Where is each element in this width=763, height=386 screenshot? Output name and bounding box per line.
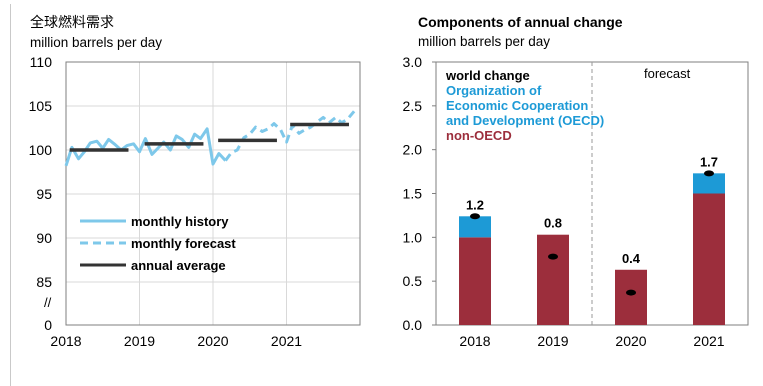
- monthly-history-line: [64, 127, 227, 167]
- left-y-tick-label: 95: [36, 186, 52, 202]
- left-chart-subtitle: million barrels per day: [30, 35, 162, 50]
- chart-frame: [10, 4, 759, 386]
- left-y-tick-label: 100: [29, 142, 53, 158]
- left-y-tick-label: 105: [29, 98, 53, 114]
- left-chart-title: 全球燃料需求: [30, 14, 114, 30]
- left-x-axis: 2018 2019 2020 2021: [50, 333, 302, 349]
- monthly-forecast-line: [224, 110, 356, 162]
- left-y-tick-label: 110: [30, 54, 53, 70]
- left-x-tick-label: 2018: [50, 333, 81, 349]
- left-x-tick-label: 2021: [271, 333, 302, 349]
- left-x-tick-label: 2020: [197, 333, 228, 349]
- legend-label-annual-average: annual average: [131, 258, 226, 273]
- left-series: [64, 110, 356, 167]
- left-plot-area: [65, 61, 361, 326]
- fuel-demand-chart: 全球燃料需求 million barrels per day 110 105 100…: [29, 14, 361, 349]
- left-legend: monthly history monthly forecast annual …: [80, 214, 236, 273]
- left-y-tick-label: 90: [36, 230, 52, 246]
- left-y-axis: 110 105 100 95 90 85 0: [29, 54, 53, 333]
- left-x-tick-label: 2019: [124, 333, 155, 349]
- legend-label-monthly-history: monthly history: [131, 214, 229, 229]
- left-grid: [65, 61, 361, 326]
- legend-label-monthly-forecast: monthly forecast: [131, 236, 236, 251]
- left-y-tick-label: 85: [36, 274, 52, 290]
- axis-break-label: //: [44, 295, 52, 310]
- left-y-tick-label: 0: [44, 317, 52, 333]
